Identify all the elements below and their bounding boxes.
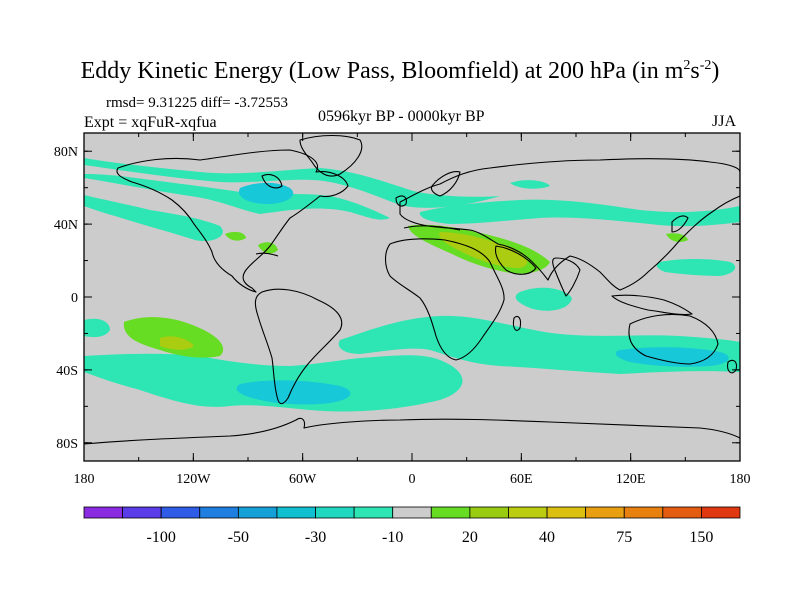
colorbar-swatch (508, 506, 548, 519)
coastline-australia (628, 313, 719, 365)
colorbar-swatch (430, 506, 471, 519)
coastline-arabia (494, 245, 537, 275)
negative-region-north-atlantic (84, 158, 500, 208)
coastline-hudson (261, 173, 283, 189)
negative-region-north-america (84, 174, 390, 220)
colorbar-swatch (122, 506, 162, 519)
positive-region-middle-east-core (439, 232, 528, 268)
colorbar-swatch (353, 506, 394, 519)
colorbar-swatch (585, 506, 625, 519)
negative-region-south-atlantic (236, 380, 351, 405)
coastline-eurasia (399, 158, 740, 291)
lon-tick-label: 120E (616, 472, 646, 487)
lon-tick-label: 180 (730, 472, 751, 487)
longitude-axis: 180 120W 60W 0 60E 120E 180 (74, 133, 751, 487)
negative-region-south-pacific-west (84, 318, 110, 338)
experiment-label: Expt = xqFuR-xqfua (84, 114, 217, 131)
negative-region-arctic-patch (510, 180, 550, 189)
lon-tick-label: 120W (176, 472, 211, 487)
diff-value: diff= -3.72553 (200, 95, 289, 111)
period-label: 0596kyr BP - 0000kyr BP (318, 108, 485, 125)
colorbar-label: -100 (147, 529, 176, 546)
negative-region-eurasia (419, 199, 740, 227)
stats-line: rmsd= 9.31225 diff= -3.72553 (106, 95, 288, 112)
colorbar-label: -30 (305, 529, 326, 546)
colorbar-swatch (315, 506, 355, 519)
colorbar-swatch (623, 506, 664, 519)
coastline-north-america (116, 149, 349, 293)
coastlines (84, 134, 740, 445)
colorbar-label: 150 (689, 529, 713, 546)
colorbar-swatch (199, 506, 239, 519)
colorbar-label: -50 (228, 529, 249, 546)
lon-tick-label: 60W (289, 472, 317, 487)
negative-region-pacific (84, 195, 223, 242)
colorbar-swatch (392, 506, 432, 519)
colorbar-swatch (546, 506, 587, 519)
colorbar-swatch (701, 506, 741, 519)
map-title: Eddy Kinetic Energy (Low Pass, Bloomfiel… (80, 58, 720, 84)
negative-region-west-pacific (656, 259, 736, 276)
lat-tick-label: 40N (54, 218, 78, 233)
coastline-south-america (254, 288, 343, 405)
lon-tick-label: 0 (409, 472, 416, 487)
coastline-indonesia (611, 294, 693, 316)
colorbar-label: 75 (616, 529, 632, 546)
positive-region-south-pacific-core (160, 336, 194, 350)
latitude-axis: 80N 40N 0 40S 80S (54, 145, 740, 452)
colorbar-label: 40 (539, 529, 555, 546)
coastline-africa (384, 238, 505, 361)
coastline-caribbean (255, 252, 279, 257)
coastline-japan (671, 215, 689, 233)
season-label: JJA (712, 113, 737, 130)
lat-tick-label: 80N (54, 145, 78, 160)
coastline-uk (395, 195, 407, 207)
negative-region-atlantic-blob (239, 182, 294, 204)
colorbar-swatch (237, 506, 278, 519)
map-background (84, 133, 740, 461)
lat-tick-label: 40S (56, 364, 78, 379)
lat-tick-label: 0 (71, 291, 78, 306)
coastline-scandinavia (430, 171, 461, 197)
lon-tick-label: 180 (74, 472, 95, 487)
colorbar-swatch (276, 506, 316, 519)
coastline-antarctica (84, 417, 740, 445)
rmsd-value: rmsd= 9.31225 (106, 95, 197, 111)
positive-region-caribbean (225, 231, 246, 241)
colorbar-swatch (160, 506, 201, 519)
positive-region-west-pacific (666, 233, 688, 242)
negative-region-africa-east (515, 287, 572, 311)
coastline-mediterranean (403, 225, 461, 231)
colorbar: -100 -50 -30 -10 20 40 75 150 (83, 506, 741, 546)
coastline-india (552, 257, 581, 297)
colorbar-swatch (83, 506, 123, 519)
coastline-greenland (299, 134, 363, 177)
colorbar-swatch (662, 506, 702, 519)
coastline-madagascar (512, 315, 522, 331)
anomaly-fields (84, 134, 740, 445)
colorbar-label: -10 (382, 529, 403, 546)
colorbar-label: 20 (462, 529, 478, 546)
colorbar-swatch (469, 506, 509, 519)
lon-tick-label: 60E (510, 472, 533, 487)
lat-tick-label: 80S (56, 437, 78, 452)
